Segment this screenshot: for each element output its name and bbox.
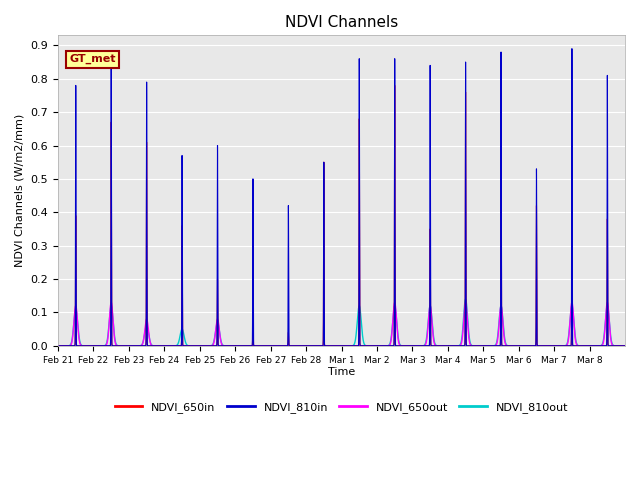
NDVI_650out [505, 343, 513, 348]
NDVI_810out [505, 343, 513, 348]
NDVI_810in [390, 343, 397, 348]
NDVI_810out [475, 343, 483, 348]
NDVI_810out [415, 343, 422, 348]
NDVI_650out [621, 343, 629, 348]
NDVI_810out [390, 310, 397, 315]
NDVI_650out [108, 300, 115, 305]
NDVI_810in [474, 343, 482, 348]
NDVI_650in [475, 343, 483, 348]
Title: NDVI Channels: NDVI Channels [285, 15, 398, 30]
NDVI_810out [54, 343, 62, 348]
NDVI_650in [391, 83, 399, 88]
NDVI_810out [83, 343, 90, 348]
NDVI_810in [505, 343, 513, 348]
NDVI_650out [475, 343, 483, 348]
NDVI_810out [621, 343, 629, 348]
NDVI_810in [415, 343, 422, 348]
Legend: NDVI_650in, NDVI_810in, NDVI_650out, NDVI_810out: NDVI_650in, NDVI_810in, NDVI_650out, NDV… [110, 398, 573, 418]
Text: GT_met: GT_met [69, 54, 116, 64]
X-axis label: Time: Time [328, 367, 355, 377]
NDVI_650out [260, 343, 268, 348]
NDVI_810in [83, 343, 90, 348]
NDVI_650in [54, 343, 62, 348]
Line: NDVI_650out: NDVI_650out [58, 302, 625, 346]
NDVI_650in [415, 343, 422, 348]
NDVI_650in [259, 343, 267, 348]
NDVI_650out [390, 308, 397, 313]
NDVI_650in [390, 343, 397, 348]
NDVI_810in [259, 343, 267, 348]
NDVI_650in [621, 343, 629, 348]
NDVI_810out [259, 343, 267, 348]
NDVI_810out [461, 296, 469, 302]
NDVI_650out [415, 343, 422, 348]
NDVI_810in [621, 343, 629, 348]
NDVI_650in [505, 343, 513, 348]
Y-axis label: NDVI Channels (W/m2/mm): NDVI Channels (W/m2/mm) [15, 114, 25, 267]
NDVI_810in [54, 343, 62, 348]
NDVI_650in [83, 343, 90, 348]
Line: NDVI_810in: NDVI_810in [58, 48, 625, 346]
NDVI_650out [83, 343, 90, 348]
NDVI_650out [54, 343, 62, 348]
Line: NDVI_810out: NDVI_810out [58, 299, 625, 346]
Line: NDVI_650in: NDVI_650in [58, 85, 625, 346]
NDVI_810in [568, 46, 576, 51]
